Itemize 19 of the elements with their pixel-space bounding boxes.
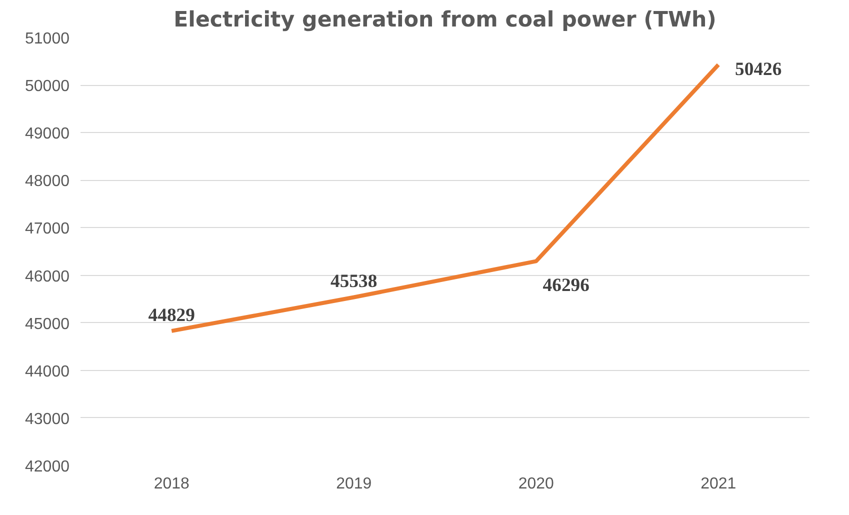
y-tick-label: 45000 <box>25 316 70 333</box>
y-tick-label: 51000 <box>25 30 70 48</box>
y-tick-label: 47000 <box>25 220 70 238</box>
y-tick-label: 49000 <box>25 126 70 143</box>
x-tick-label: 2021 <box>700 476 736 492</box>
y-tick-label: 48000 <box>25 173 70 190</box>
y-tick-label: 42000 <box>25 458 70 476</box>
x-tick-label: 2018 <box>154 476 190 492</box>
data-label: 50426 <box>735 58 782 80</box>
data-label: 45538 <box>330 271 378 292</box>
y-tick-label: 44000 <box>25 363 70 380</box>
y-tick-label: 43000 <box>25 410 70 428</box>
y-tick-label: 46000 <box>25 268 70 286</box>
data-label: 44829 <box>148 304 195 326</box>
y-tick-label: 50000 <box>25 78 70 96</box>
data-label: 46296 <box>542 275 590 296</box>
x-tick-label: 2019 <box>336 476 372 492</box>
x-tick-label: 2020 <box>518 476 554 492</box>
chart-title: Electricity generation from coal power (TWh) <box>174 8 716 32</box>
